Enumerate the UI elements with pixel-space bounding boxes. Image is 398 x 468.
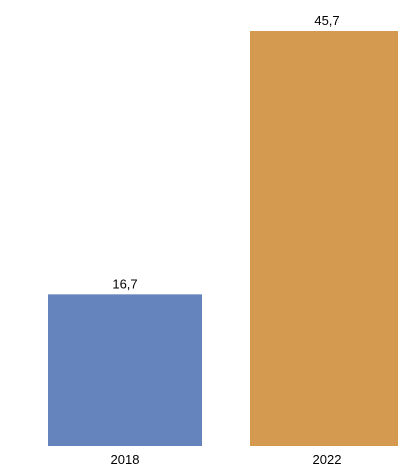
plot-area: 16,7 45,7 2018 2022: [48, 13, 398, 467]
bar-2022: [250, 31, 398, 446]
value-label-2022: 45,7: [314, 13, 339, 28]
x-tick-label-2022: 2022: [313, 452, 342, 467]
value-label-2018: 16,7: [112, 276, 137, 291]
bar-2018: [48, 294, 202, 446]
x-tick-label-2018: 2018: [111, 452, 140, 467]
